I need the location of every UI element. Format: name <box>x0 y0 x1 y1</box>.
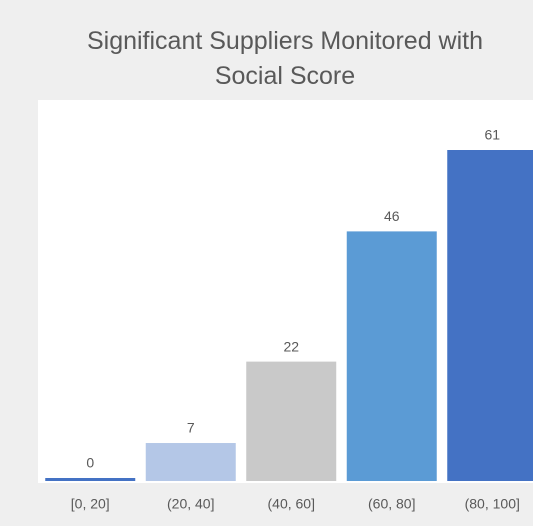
x-tick-label: (60, 80] <box>368 496 415 512</box>
bar <box>45 478 136 481</box>
x-tick-label: (80, 100] <box>465 496 520 512</box>
data-label: 7 <box>187 420 195 436</box>
chart-title: Significant Suppliers Monitored with Soc… <box>86 27 484 90</box>
bar <box>447 150 533 481</box>
data-label: 61 <box>484 127 500 143</box>
bar <box>246 361 337 481</box>
bar <box>346 231 437 481</box>
x-tick-label: (20, 40] <box>167 496 214 512</box>
x-tick-label: (40, 60] <box>268 496 315 512</box>
x-tick-label: [0, 20] <box>71 496 110 512</box>
data-label: 46 <box>384 208 400 224</box>
bar <box>145 443 236 481</box>
data-label: 0 <box>86 455 94 471</box>
data-label: 22 <box>283 338 299 354</box>
